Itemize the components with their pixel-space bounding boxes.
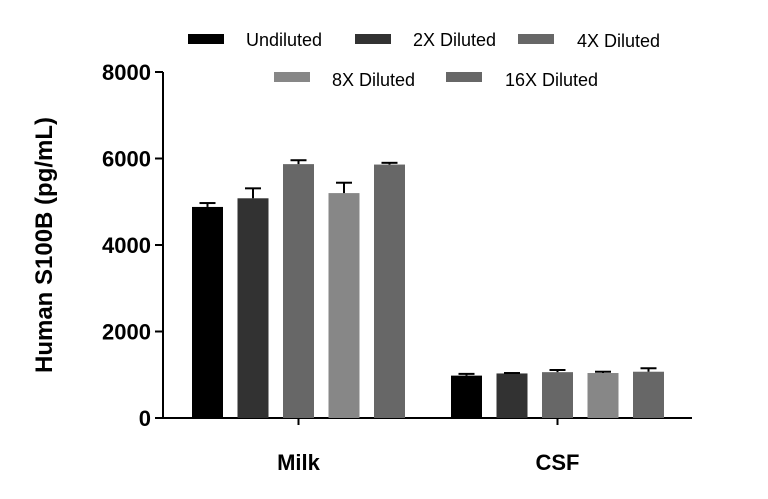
y-tick-label: 0 — [139, 406, 151, 431]
x-category-label: CSF — [536, 450, 580, 475]
bar — [496, 373, 528, 418]
legend-swatch — [355, 34, 391, 44]
legend-swatch — [446, 72, 482, 82]
bar — [283, 164, 314, 418]
legend-label: 8X Diluted — [332, 70, 415, 90]
bar — [633, 371, 664, 418]
y-tick-label: 6000 — [102, 147, 151, 172]
legend-label: 16X Diluted — [505, 70, 598, 90]
bars — [192, 159, 664, 418]
legend: Undiluted 2X Diluted 4X Diluted 8X Diluted 1… — [188, 30, 660, 90]
x-category-label: Milk — [277, 450, 321, 475]
bar — [192, 206, 223, 418]
legend-label: Undiluted — [246, 30, 322, 50]
bar — [374, 164, 405, 418]
bar — [587, 373, 619, 418]
legend-swatch — [274, 72, 310, 82]
legend-swatch — [188, 34, 224, 44]
bar — [542, 372, 573, 418]
y-tick-label: 2000 — [102, 320, 151, 345]
bar — [451, 375, 482, 418]
y-axis-title: Human S100B (pg/mL) — [31, 117, 58, 373]
legend-swatch — [518, 34, 554, 44]
legend-label: 4X Diluted — [577, 31, 660, 51]
y-tick-label: 4000 — [102, 233, 151, 258]
y-tick-label: 8000 — [102, 60, 151, 85]
legend-label: 2X Diluted — [413, 30, 496, 50]
bar — [328, 193, 360, 418]
bar — [237, 198, 269, 418]
